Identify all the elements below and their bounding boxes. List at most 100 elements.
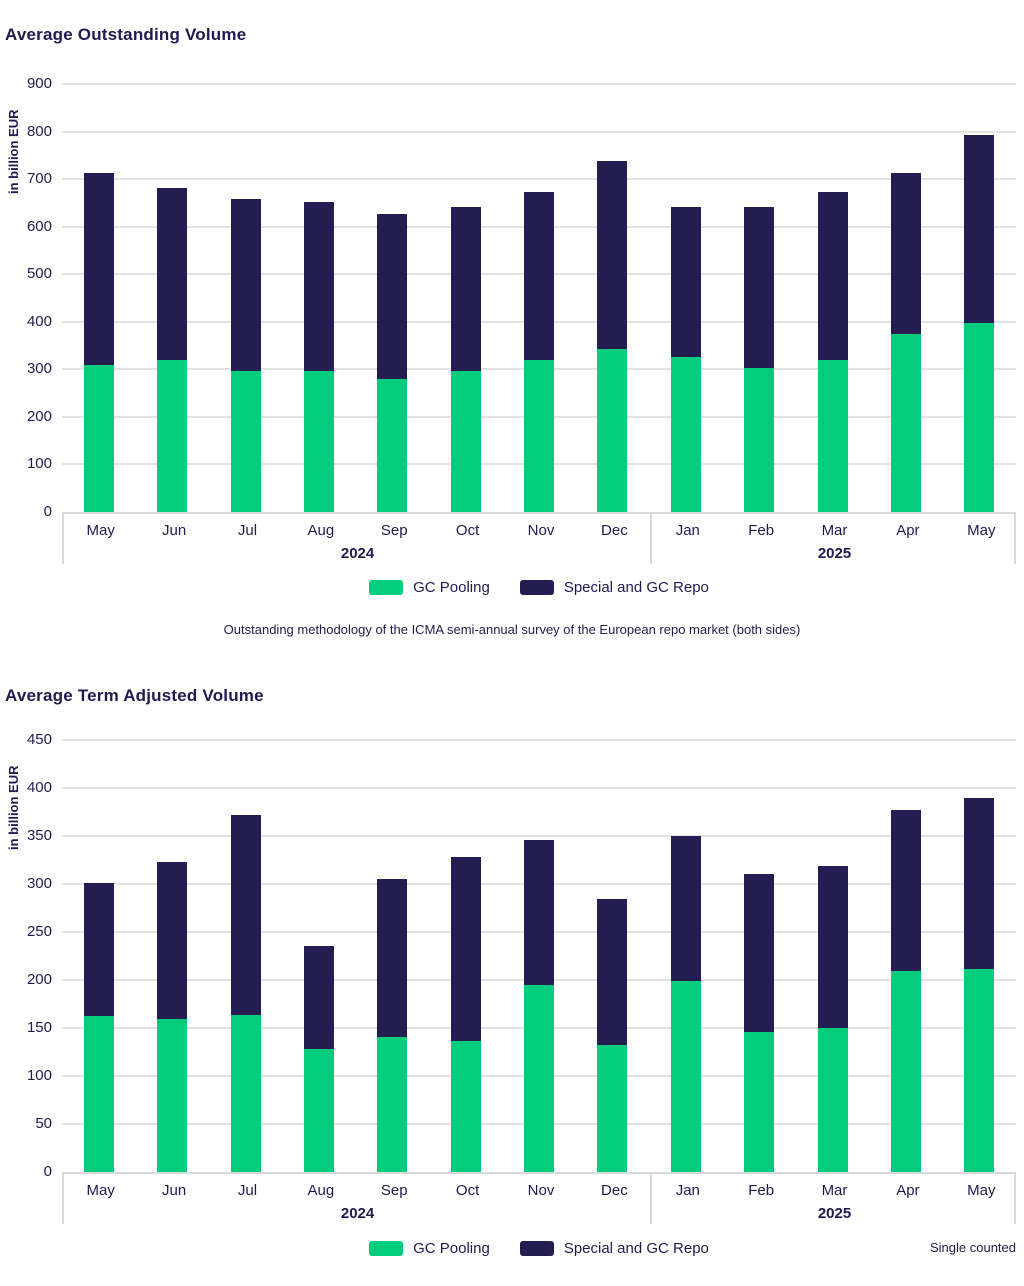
bar-segment-special-gc-repo[interactable] <box>230 199 261 372</box>
bar-segment-gc-pooling[interactable] <box>890 971 921 1172</box>
bar-segment-special-gc-repo[interactable] <box>890 172 921 335</box>
bar-segment-gc-pooling[interactable] <box>744 1031 775 1172</box>
bar-segment-gc-pooling[interactable] <box>377 378 408 512</box>
year-group-separator <box>650 514 653 564</box>
bar-segment-special-gc-repo[interactable] <box>230 814 261 1015</box>
month-label: Apr <box>896 1182 920 1199</box>
month-label: Feb <box>748 1182 775 1199</box>
gridline <box>62 787 1016 789</box>
bar-segment-gc-pooling[interactable] <box>524 984 554 1172</box>
legend-swatch-gc-pooling <box>369 579 404 595</box>
x-axis-band: May Jun Jul Aug Sep Oct Nov Dec Jan Feb Mar Apr May 2… <box>62 512 1016 564</box>
y-tick-label: 200 <box>26 407 52 425</box>
y-tick-label: 50 <box>35 1115 52 1132</box>
month-label: Jul <box>237 1182 258 1199</box>
month-label: May <box>967 1182 996 1199</box>
bar-segment-special-gc-repo[interactable] <box>817 191 848 361</box>
legend: GC Pooling Special and GC Repo <box>62 577 1016 597</box>
legend-item-special-gc-repo[interactable]: Special and GC Repo <box>519 578 709 596</box>
month-label: Jan <box>675 1182 700 1199</box>
bar-segment-gc-pooling[interactable] <box>83 1015 114 1172</box>
bar-segment-special-gc-repo[interactable] <box>83 173 114 365</box>
bar-segment-special-gc-repo[interactable] <box>450 206 481 372</box>
bar-segment-special-gc-repo[interactable] <box>83 883 114 1016</box>
bar-segment-gc-pooling[interactable] <box>670 981 701 1172</box>
bar-segment-gc-pooling[interactable] <box>597 349 628 512</box>
bar-segment-special-gc-repo[interactable] <box>744 206 775 368</box>
legend-label: Special and GC Repo <box>563 578 709 596</box>
bar-segment-special-gc-repo[interactable] <box>157 187 188 360</box>
gridline <box>62 130 1016 133</box>
y-tick-label: 250 <box>26 923 52 940</box>
bar-segment-gc-pooling[interactable] <box>524 360 554 512</box>
y-tick-label: 500 <box>26 265 52 283</box>
y-tick-label: 300 <box>26 875 52 892</box>
month-label: Feb <box>748 522 775 539</box>
y-tick-label: 100 <box>26 1067 52 1084</box>
bar-segment-special-gc-repo[interactable] <box>377 213 408 379</box>
y-tick-label: 450 <box>26 731 52 748</box>
bar-segment-gc-pooling[interactable] <box>817 360 848 512</box>
bar-segment-special-gc-repo[interactable] <box>524 839 554 985</box>
bar-segment-gc-pooling[interactable] <box>744 367 775 512</box>
month-label: May <box>86 522 115 539</box>
year-label: 2025 <box>817 1205 852 1222</box>
y-tick-label: 900 <box>26 75 52 92</box>
legend-label: Special and GC Repo <box>563 1239 709 1257</box>
methodology-caption: Outstanding methodology of the ICMA semi… <box>223 622 801 637</box>
legend-swatch-gc-pooling <box>369 1240 404 1256</box>
bar-segment-gc-pooling[interactable] <box>157 359 188 512</box>
chart-title-term-adjusted: Average Term Adjusted Volume <box>5 686 264 705</box>
y-tick-label: 100 <box>26 455 52 473</box>
bar-segment-gc-pooling[interactable] <box>230 371 261 512</box>
bar-segment-special-gc-repo[interactable] <box>303 946 334 1050</box>
legend-item-gc-pooling[interactable]: GC Pooling <box>369 579 490 596</box>
bar-segment-special-gc-repo[interactable] <box>964 797 995 969</box>
bar-segment-special-gc-repo[interactable] <box>450 857 481 1041</box>
bar-segment-special-gc-repo[interactable] <box>303 202 334 372</box>
bar-segment-special-gc-repo[interactable] <box>157 862 188 1020</box>
bar-segment-gc-pooling[interactable] <box>377 1036 408 1172</box>
month-label: Oct <box>455 1182 480 1199</box>
bar-segment-special-gc-repo[interactable] <box>744 874 775 1032</box>
bar-segment-special-gc-repo[interactable] <box>670 836 701 981</box>
bar-segment-gc-pooling[interactable] <box>83 364 114 512</box>
legend-label: GC Pooling <box>413 578 490 596</box>
bar-segment-gc-pooling[interactable] <box>303 371 334 512</box>
bar-segment-gc-pooling[interactable] <box>230 1014 261 1172</box>
bar-segment-special-gc-repo[interactable] <box>964 134 995 323</box>
month-label: Sep <box>380 522 408 539</box>
bar-segment-gc-pooling[interactable] <box>890 334 921 512</box>
month-label: Nov <box>527 522 555 539</box>
bar-segment-special-gc-repo[interactable] <box>817 865 848 1028</box>
gridline <box>62 178 1016 181</box>
bar-segment-gc-pooling[interactable] <box>964 968 995 1172</box>
month-label: Jan <box>675 522 700 539</box>
y-tick-label: 200 <box>26 971 52 988</box>
y-tick-label: 600 <box>26 217 52 235</box>
bar-segment-special-gc-repo[interactable] <box>597 161 628 350</box>
bar-segment-gc-pooling[interactable] <box>817 1028 848 1172</box>
month-label: Jun <box>161 1182 187 1199</box>
bar-segment-gc-pooling[interactable] <box>450 371 481 512</box>
gridline <box>62 835 1016 837</box>
legend-label: GC Pooling <box>413 1239 490 1257</box>
bar-segment-gc-pooling[interactable] <box>450 1040 481 1172</box>
bar-segment-gc-pooling[interactable] <box>670 356 701 512</box>
bar-segment-gc-pooling[interactable] <box>157 1019 188 1172</box>
legend-item-special-gc-repo[interactable]: Special and GC Repo <box>519 1239 709 1257</box>
bar-segment-gc-pooling[interactable] <box>303 1049 334 1172</box>
y-tick-label: 0 <box>43 1163 52 1180</box>
bar-segment-special-gc-repo[interactable] <box>670 206 701 357</box>
month-label: May <box>967 522 996 539</box>
y-tick-label: 150 <box>26 1019 52 1036</box>
bar-segment-special-gc-repo[interactable] <box>890 810 921 972</box>
gridline <box>62 739 1016 741</box>
bar-segment-gc-pooling[interactable] <box>964 322 995 512</box>
bar-segment-special-gc-repo[interactable] <box>597 899 628 1046</box>
bar-segment-special-gc-repo[interactable] <box>377 879 408 1037</box>
legend-item-gc-pooling[interactable]: GC Pooling <box>369 1240 490 1257</box>
bar-segment-special-gc-repo[interactable] <box>524 191 554 361</box>
bar-segment-gc-pooling[interactable] <box>597 1045 628 1172</box>
y-tick-label: 300 <box>26 360 52 378</box>
